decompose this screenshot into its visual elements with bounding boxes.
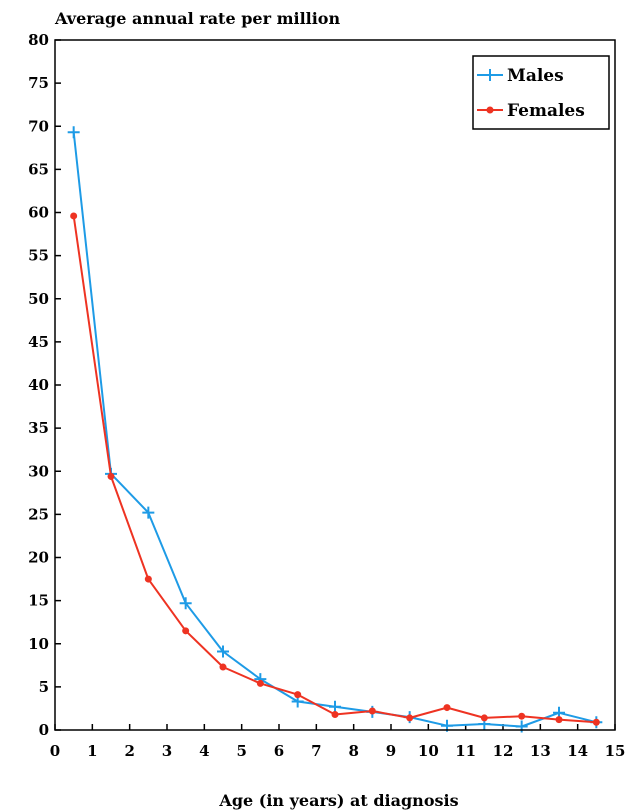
legend-label-females: Females (507, 101, 585, 121)
x-tick-label: 7 (311, 742, 321, 760)
data-point-females (144, 575, 152, 583)
y-tick-label: 25 (28, 505, 49, 523)
y-tick-label: 20 (28, 549, 49, 567)
y-tick-label: 45 (28, 333, 49, 351)
legend-item-females: Females (477, 101, 585, 121)
x-tick-label: 15 (605, 742, 626, 760)
y-tick-label: 0 (39, 721, 49, 739)
data-point-males (217, 645, 229, 658)
data-point-females (294, 691, 302, 699)
x-tick-label: 9 (386, 742, 396, 760)
x-tick-label: 4 (199, 742, 209, 760)
data-point-females (182, 627, 190, 635)
legend: Males Females (472, 55, 610, 130)
legend-box (472, 55, 610, 130)
x-tick-label: 11 (455, 742, 476, 760)
data-point-females (256, 679, 264, 687)
data-point-females (555, 716, 563, 724)
y-tick-label: 15 (28, 592, 49, 610)
data-point-females (107, 472, 115, 480)
data-point-males (142, 506, 155, 519)
data-point-females (368, 707, 376, 715)
series-line-males (72, 132, 597, 728)
x-tick-label: 1 (87, 742, 97, 760)
data-point-females (70, 212, 78, 220)
y-tick-label: 75 (28, 74, 49, 92)
x-axis-label: Age (in years) at diagnosis (218, 791, 458, 810)
y-tick-label: 60 (28, 204, 49, 222)
y-tick-label: 30 (28, 462, 49, 480)
data-point-females (443, 704, 451, 712)
data-point-females (592, 718, 600, 726)
data-point-females (518, 712, 526, 720)
x-tick-label: 3 (162, 742, 172, 760)
plot-area (67, 126, 603, 733)
y-tick-label: 35 (28, 419, 49, 437)
data-point-males (67, 126, 80, 139)
y-tick-label: 55 (28, 247, 49, 265)
x-axis-ticks: 0 1 2 3 4 5 6 7 8 9 10 11 12 13 14 15 (50, 724, 626, 760)
data-point-females (406, 714, 414, 722)
x-tick-label: 14 (567, 742, 588, 760)
x-tick-label: 8 (348, 742, 358, 760)
x-tick-label: 13 (530, 742, 551, 760)
data-point-females (219, 663, 227, 671)
y-tick-label: 40 (28, 376, 49, 394)
data-point-females (331, 710, 339, 718)
data-point-males (179, 597, 192, 610)
y-tick-label: 80 (28, 31, 49, 49)
series-line-females (72, 215, 597, 724)
y-tick-label: 65 (28, 160, 49, 178)
data-point-females (480, 714, 488, 722)
y-tick-label: 5 (39, 678, 49, 696)
plot-frame (54, 39, 616, 731)
y-tick-label: 70 (28, 117, 49, 135)
y-axis-ticks: 0 5 10 15 20 25 30 35 40 45 50 55 60 65 70 75 80 (28, 31, 61, 739)
chart-title: Average annual rate per million (54, 9, 340, 28)
y-tick-label: 10 (28, 635, 49, 653)
legend-item-males: Males (477, 66, 564, 86)
y-tick-label: 50 (28, 290, 49, 308)
x-tick-label: 2 (124, 742, 134, 760)
legend-marker-females (486, 106, 494, 114)
x-tick-label: 0 (50, 742, 60, 760)
data-point-males (329, 700, 341, 713)
legend-marker-males (484, 69, 496, 81)
x-tick-label: 5 (236, 742, 246, 760)
x-tick-label: 12 (493, 742, 514, 760)
x-tick-label: 6 (274, 742, 284, 760)
x-tick-label: 10 (418, 742, 439, 760)
legend-label-males: Males (507, 66, 564, 86)
